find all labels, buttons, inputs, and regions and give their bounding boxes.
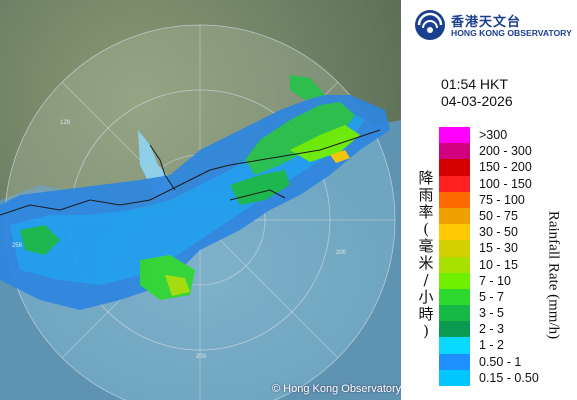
legend-range-label: 15 - 30 — [479, 241, 518, 256]
legend-range-label: >300 — [479, 128, 508, 142]
legend-range-label: 5 - 7 — [479, 289, 505, 304]
rainfall-echoes — [0, 75, 390, 310]
coastline — [0, 129, 381, 216]
legend-title-en-wrapper: Rainfall Rate (mm/h) — [543, 195, 563, 355]
range-labels: 128 256 200 200 — [12, 120, 347, 360]
legend-swatch — [439, 256, 470, 273]
org-name-en: HONG KONG OBSERVATORY — [451, 28, 572, 38]
legend-swatch — [439, 175, 470, 192]
legend-range-label: 150 - 200 — [479, 160, 532, 175]
legend-range-label: 100 - 150 — [479, 176, 532, 191]
legend-swatch — [439, 224, 470, 241]
legend-range-label: 2 - 3 — [479, 322, 505, 337]
legend-title-zh: 降雨率(毫米 / 小時) — [418, 169, 434, 340]
legend-swatch — [439, 337, 470, 354]
legend-range-label: 10 - 15 — [479, 257, 518, 272]
coverage-disc-sea — [5, 122, 395, 400]
legend-swatch — [439, 191, 470, 208]
legend-swatch — [439, 353, 470, 370]
range-label-4: 200 — [336, 250, 347, 256]
legend-swatch — [439, 369, 470, 386]
legend-swatch — [439, 159, 470, 176]
legend-title-en: Rainfall Rate (mm/h) — [545, 210, 562, 340]
observation-date: 04-03-2026 — [441, 93, 513, 109]
range-label-1: 128 — [60, 120, 71, 126]
hko-emblem-icon — [415, 10, 445, 40]
legend-range-label: 3 - 5 — [479, 306, 505, 321]
legend-swatch — [439, 305, 470, 322]
legend-swatch — [439, 207, 470, 225]
legend-range-label: 0.50 - 1 — [479, 354, 522, 369]
legend-panel: 香港天文台 HONG KONG OBSERVATORY 01:54 HKT 04… — [401, 0, 577, 400]
radar-map: 128 256 200 200 © Hong Kong Observatory — [0, 0, 401, 400]
range-label-3: 200 — [196, 354, 207, 360]
range-label-2: 256 — [12, 243, 23, 249]
legend-range-label: 0.15 - 0.50 — [479, 370, 539, 385]
legend-range-label: 75 - 100 — [479, 192, 525, 207]
radar-map-svg: 128 256 200 200 — [0, 0, 401, 400]
legend-range-label: 50 - 75 — [479, 208, 518, 223]
hko-logo: 香港天文台 HONG KONG OBSERVATORY — [413, 8, 573, 42]
legend-range-label: 200 - 300 — [479, 144, 532, 159]
copyright-notice: © Hong Kong Observatory — [272, 383, 401, 395]
legend-range-label: 1 - 2 — [479, 338, 505, 353]
legend-swatch — [439, 288, 470, 306]
legend-swatch — [439, 143, 470, 160]
legend-swatch — [439, 127, 470, 144]
legend-swatch — [439, 272, 470, 289]
legend-range-label: 7 - 10 — [479, 273, 511, 288]
legend-range-label: 30 - 50 — [479, 225, 518, 240]
legend-swatch — [439, 240, 470, 257]
observation-time: 01:54 HKT — [441, 76, 508, 92]
org-name-zh: 香港天文台 — [451, 15, 522, 30]
legend-swatch — [439, 321, 470, 338]
